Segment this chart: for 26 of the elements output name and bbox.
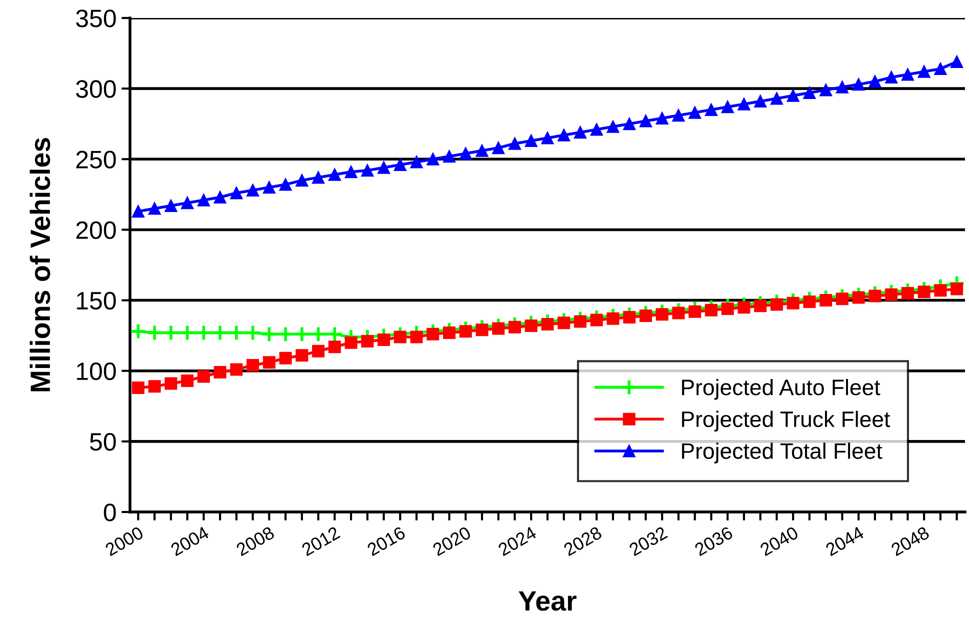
x-tick-label: 2044 bbox=[824, 526, 865, 556]
legend-label: Projected Total Fleet bbox=[682, 442, 882, 464]
x-tick-label: 2008 bbox=[235, 526, 276, 556]
x-tick-label: 2028 bbox=[562, 526, 603, 556]
x-tick-label: 2040 bbox=[759, 526, 800, 556]
x-tick-label: 2020 bbox=[432, 526, 472, 556]
x-tick-label: 2032 bbox=[628, 526, 668, 556]
x-tick-label: 2024 bbox=[497, 526, 538, 556]
x-tick-label: 2012 bbox=[300, 526, 341, 556]
y-tick-label: 250 bbox=[76, 150, 116, 168]
x-axis-title: Year bbox=[518, 591, 576, 611]
x-tick-label: 2036 bbox=[694, 526, 734, 556]
x-tick-label: 2000 bbox=[104, 526, 144, 556]
y-tick-label: 350 bbox=[76, 10, 116, 28]
legend-label: Projected Auto Fleet bbox=[682, 378, 880, 400]
y-tick-label: 50 bbox=[90, 433, 116, 451]
x-tick-label: 2004 bbox=[170, 526, 210, 556]
y-axis-title: Millions of Vehicles bbox=[30, 138, 50, 392]
x-tick-label: 2048 bbox=[890, 526, 930, 556]
y-tick-label: 200 bbox=[76, 221, 116, 240]
legend-label: Projected Truck Fleet bbox=[682, 410, 890, 432]
y-tick-label: 150 bbox=[77, 292, 116, 310]
y-tick-label: 0 bbox=[104, 504, 116, 522]
y-tick-label: 100 bbox=[77, 362, 116, 380]
x-tick-label: 2016 bbox=[366, 526, 406, 556]
y-tick-label: 300 bbox=[76, 80, 116, 98]
